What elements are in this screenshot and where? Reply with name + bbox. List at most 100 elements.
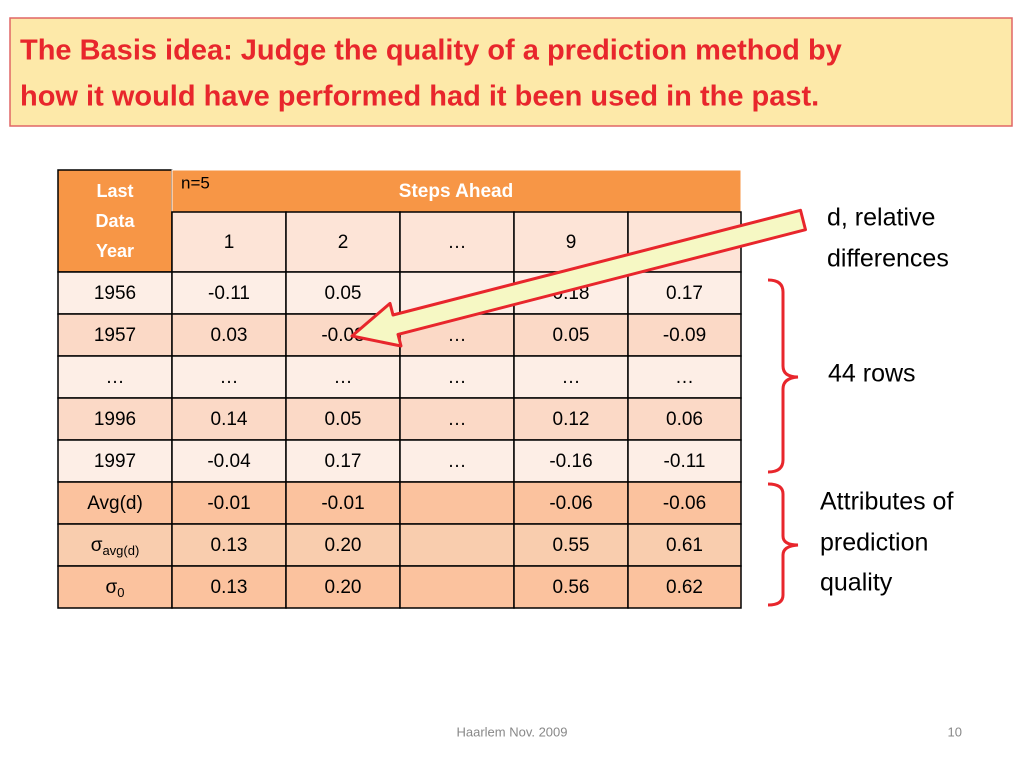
cell-text: 2 — [338, 232, 349, 253]
cell-text: σ0 — [106, 577, 125, 600]
cell-text: 1997 — [94, 451, 136, 472]
title-line: The Basis idea: Judge the quality of a p… — [20, 35, 842, 67]
table-cell — [513, 523, 629, 567]
cell-text: -0.06 — [549, 493, 592, 514]
annotation: 44 rows — [828, 360, 916, 388]
table-cell — [627, 565, 742, 609]
cell-text: 0.05 — [553, 325, 590, 346]
cell-text: 0.56 — [553, 577, 590, 598]
header-text: Data — [95, 211, 135, 231]
symbol: σ — [91, 535, 103, 556]
cell-text: -0.01 — [321, 493, 364, 514]
brace — [767, 278, 799, 474]
table-cell — [171, 397, 287, 441]
table-cell — [285, 565, 401, 609]
cell-text: Avg(d) — [87, 493, 143, 514]
cell-text: 0.03 — [211, 325, 248, 346]
cell-text: 0.12 — [553, 409, 590, 430]
footer: Haarlem Nov. 2009 — [456, 724, 567, 739]
table-cell — [57, 565, 173, 609]
title-box — [9, 17, 1013, 127]
table-cell — [399, 355, 515, 399]
table-cell — [171, 481, 287, 525]
header-cell — [171, 169, 742, 213]
cell-text: … — [106, 367, 125, 388]
cell-text: 9 — [566, 232, 577, 253]
table-cell — [513, 565, 629, 609]
cell-text: 0.55 — [553, 535, 590, 556]
cell-text: -0.06 — [663, 493, 706, 514]
cell-text: -0.11 — [664, 451, 706, 472]
table-cell — [627, 271, 742, 315]
table-cell — [57, 523, 173, 567]
cell-text: 0.06 — [666, 409, 703, 430]
cell-text: … — [334, 367, 353, 388]
arrow — [350, 208, 807, 348]
title-line: how it would have performed had it been … — [20, 81, 819, 113]
cell-text: -0.09 — [663, 325, 706, 346]
table-cell — [171, 439, 287, 483]
table-cell — [399, 565, 515, 609]
table-cell — [57, 481, 173, 525]
table: Last Data Year n=5 Steps Ahead 1 2 … 9 1956 -0.11 0… — [57, 169, 742, 609]
cell-text: … — [448, 451, 467, 472]
cell-text: 0.17 — [666, 283, 703, 304]
table-cell — [627, 439, 742, 483]
header-text: Steps Ahead — [399, 181, 513, 202]
annotation: d, relative — [827, 204, 935, 232]
cell-text: 0.62 — [666, 577, 703, 598]
cell-text: 1996 — [94, 409, 136, 430]
cell-text: 1956 — [94, 283, 136, 304]
cell-text: σavg(d) — [91, 535, 140, 558]
cell-text: 1957 — [94, 325, 136, 346]
annotation: quality — [820, 569, 893, 597]
subscript: 0 — [117, 585, 124, 600]
table-cell — [171, 355, 287, 399]
cell-text: … — [562, 367, 581, 388]
cell-text: … — [448, 409, 467, 430]
annotation: prediction — [820, 529, 928, 557]
table-cell — [627, 481, 742, 525]
header-text: Year — [96, 241, 134, 261]
table-cell — [627, 355, 742, 399]
table-cell — [285, 397, 401, 441]
cell-text: 0.13 — [211, 577, 248, 598]
cell-text: 0.61 — [666, 535, 703, 556]
table-cell — [57, 313, 173, 357]
subscript: avg(d) — [102, 543, 139, 558]
cell-text: … — [675, 367, 694, 388]
table-cell — [627, 313, 742, 357]
cell-text: -0.11 — [208, 283, 250, 304]
annotation: Attributes of — [820, 488, 953, 516]
cell-text: -0.08 — [321, 325, 364, 346]
cell-text: -0.16 — [549, 451, 592, 472]
cell-text: 0.14 — [211, 409, 248, 430]
cell-text: … — [448, 232, 467, 253]
cell-text: 0.13 — [211, 535, 248, 556]
cell-text: 0.05 — [325, 283, 362, 304]
table-cell — [627, 523, 742, 567]
table-cell — [399, 211, 515, 273]
table-cell — [285, 439, 401, 483]
table-cell — [399, 481, 515, 525]
table-cell — [513, 439, 629, 483]
page-number: 10 — [948, 724, 962, 739]
header-cell — [57, 169, 173, 273]
cell-text: -0.04 — [207, 451, 251, 472]
table-cell — [399, 523, 515, 567]
table-cell — [171, 565, 287, 609]
cell-text: 0.20 — [325, 535, 362, 556]
brace — [767, 482, 799, 607]
cell-text: 0.05 — [325, 409, 362, 430]
header-note: n=5 — [181, 173, 210, 192]
cell-text: … — [220, 367, 239, 388]
table-cell — [513, 481, 629, 525]
table-cell — [513, 313, 629, 357]
cell-text: … — [448, 367, 467, 388]
header-text: Last — [96, 181, 133, 201]
cell-text: 0.20 — [325, 577, 362, 598]
cell-text: 0.17 — [325, 451, 362, 472]
cell-text: -0.01 — [207, 493, 250, 514]
annotation: differences — [827, 245, 949, 273]
